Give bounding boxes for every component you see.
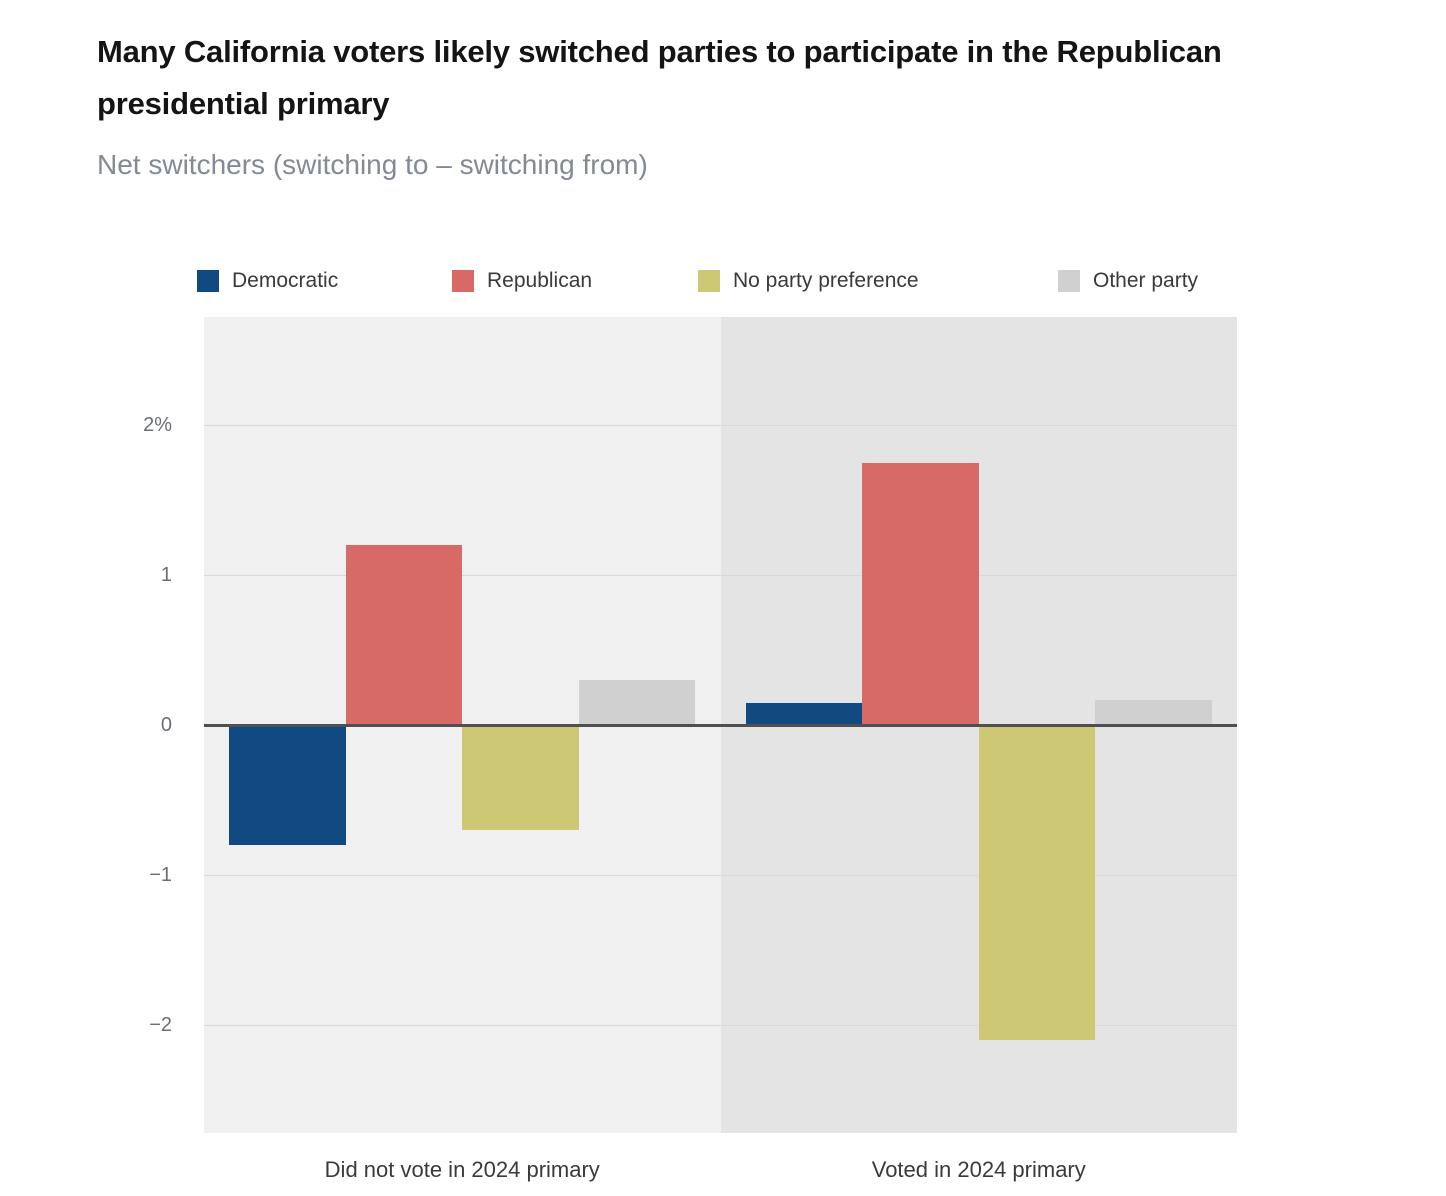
legend-label: Democratic	[232, 269, 339, 292]
legend-swatch-icon	[197, 270, 219, 292]
bar-other-party-0	[578, 680, 696, 725]
legend-label: No party preference	[733, 269, 919, 292]
chart-plot-area	[204, 317, 1237, 1133]
bar-democratic-0	[229, 725, 346, 845]
x-axis-category-label-1: Voted in 2024 primary	[871, 1157, 1086, 1182]
zero-axis-line	[204, 724, 1237, 727]
legend-swatch-icon	[452, 270, 474, 292]
legend-item-republican: Republican	[452, 268, 592, 294]
chart-title: Many California voters likely switched p…	[97, 34, 1222, 121]
gridline	[204, 575, 1237, 576]
legend-swatch-icon	[698, 270, 720, 292]
legend-label: Republican	[487, 269, 593, 292]
y-axis-tick-label: 1	[160, 564, 172, 586]
chart-subtitle: Net switchers (switching to – switching …	[97, 149, 648, 180]
bar-republican-0	[345, 545, 463, 725]
gridline	[204, 875, 1237, 876]
x-axis-category-label-0: Did not vote in 2024 primary	[324, 1157, 600, 1182]
y-axis-tick-label: −2	[149, 1014, 172, 1036]
bar-other-party-1	[1095, 699, 1212, 725]
bar-republican-1	[862, 462, 979, 725]
legend-label: Other party	[1093, 269, 1199, 292]
bar-democratic-1	[745, 702, 863, 725]
y-axis-tick-label: 0	[160, 714, 172, 736]
legend-item-other-party: Other party	[1058, 268, 1198, 294]
gridline	[204, 425, 1237, 426]
bar-no-party-preference-1	[978, 725, 1096, 1040]
y-axis-tick-label: 2%	[143, 414, 172, 436]
legend-item-no-party-preference: No party preference	[698, 268, 919, 294]
y-axis-tick-label: −1	[149, 864, 172, 886]
bar-no-party-preference-0	[462, 725, 579, 830]
legend-swatch-icon	[1058, 270, 1080, 292]
legend-item-democratic: Democratic	[197, 268, 338, 294]
gridline	[204, 1025, 1237, 1026]
